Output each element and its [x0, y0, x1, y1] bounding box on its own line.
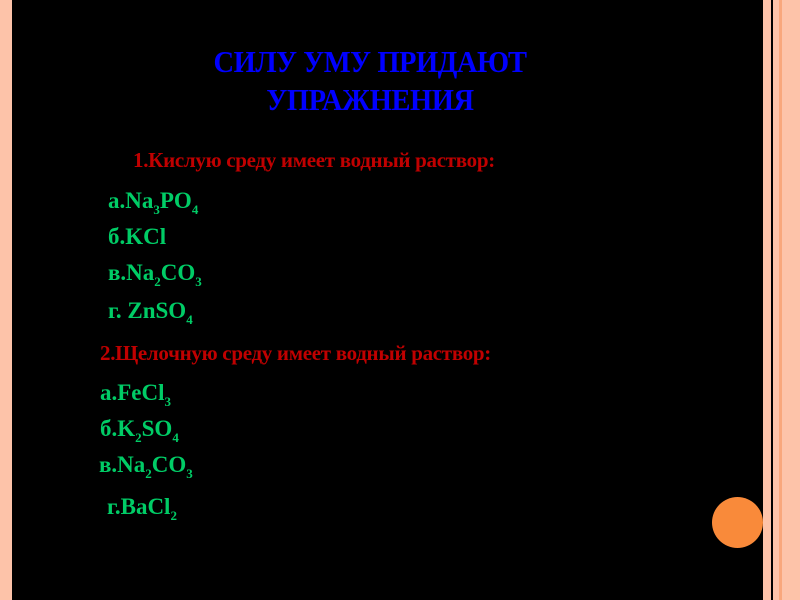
- q1-option: а.Na3PO4: [108, 188, 198, 218]
- option-letter: б.: [108, 224, 126, 249]
- formula-text: FeCl: [117, 380, 165, 405]
- decorative-stripe: [779, 0, 782, 600]
- option-letter: г.: [108, 298, 128, 323]
- q1-option: г. ZnSO4: [108, 298, 193, 328]
- formula-subscript: 3: [195, 274, 202, 289]
- formula-text: CO: [151, 452, 187, 477]
- formula-text: PO: [159, 188, 192, 213]
- option-letter: а.: [108, 188, 126, 213]
- option-letter: а.: [100, 380, 118, 405]
- option-letter: б.: [100, 416, 118, 441]
- slide-title-line1: СИЛУ УМУ ПРИДАЮТ: [213, 44, 527, 79]
- formula-subscript: 4: [191, 202, 199, 217]
- question-1: 1.Кислую среду имеет водный раствор:: [133, 148, 495, 172]
- formula-subscript: 2: [135, 430, 142, 445]
- formula-subscript: 4: [186, 312, 193, 327]
- formula-subscript: 3: [186, 466, 193, 481]
- q1-option: б.KCl: [108, 224, 166, 250]
- formula-text: Na: [117, 452, 146, 477]
- formula-subscript: 4: [172, 430, 179, 445]
- formula-text: BaCl: [120, 494, 171, 519]
- formula-subscript: 3: [153, 202, 160, 217]
- formula-subscript: 3: [164, 394, 172, 409]
- q1-option: в.Na2CO3: [108, 260, 202, 290]
- q2-option: а.FeCl3: [100, 380, 171, 410]
- formula-subscript: 2: [154, 274, 161, 289]
- question-2: 2.Щелочную среду имеет водный раствор:: [100, 341, 491, 365]
- option-letter: в.: [108, 260, 127, 285]
- q2-option: в.Na2CO3: [99, 452, 193, 482]
- formula-text: CO: [160, 260, 196, 285]
- formula-subscript: 2: [170, 508, 177, 523]
- option-letter: в.: [99, 452, 118, 477]
- q2-option: б.K2SO4: [100, 416, 179, 446]
- formula-text: K: [117, 416, 136, 441]
- formula-text: KCl: [125, 224, 167, 249]
- slide-title-line2: УПРАЖНЕНИЯ: [266, 82, 474, 117]
- formula-text: Na: [125, 188, 154, 213]
- formula-text: SO: [141, 416, 173, 441]
- option-letter: г.: [107, 494, 121, 519]
- q2-option: г.BaCl2: [107, 494, 177, 524]
- formula-subscript: 2: [145, 466, 152, 481]
- formula-text: Na: [126, 260, 155, 285]
- formula-text: ZnSO: [127, 298, 187, 323]
- slide-left-border: [0, 0, 12, 600]
- decorative-stripe: [771, 0, 773, 600]
- decorative-circle: [712, 497, 763, 548]
